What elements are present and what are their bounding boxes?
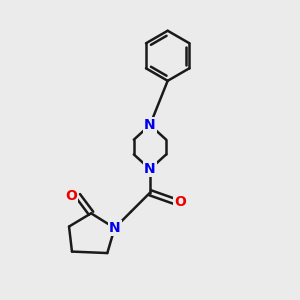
Text: N: N	[144, 162, 156, 176]
Text: O: O	[65, 189, 77, 202]
Text: N: N	[144, 118, 156, 132]
Text: N: N	[109, 221, 121, 235]
Text: O: O	[174, 194, 186, 208]
